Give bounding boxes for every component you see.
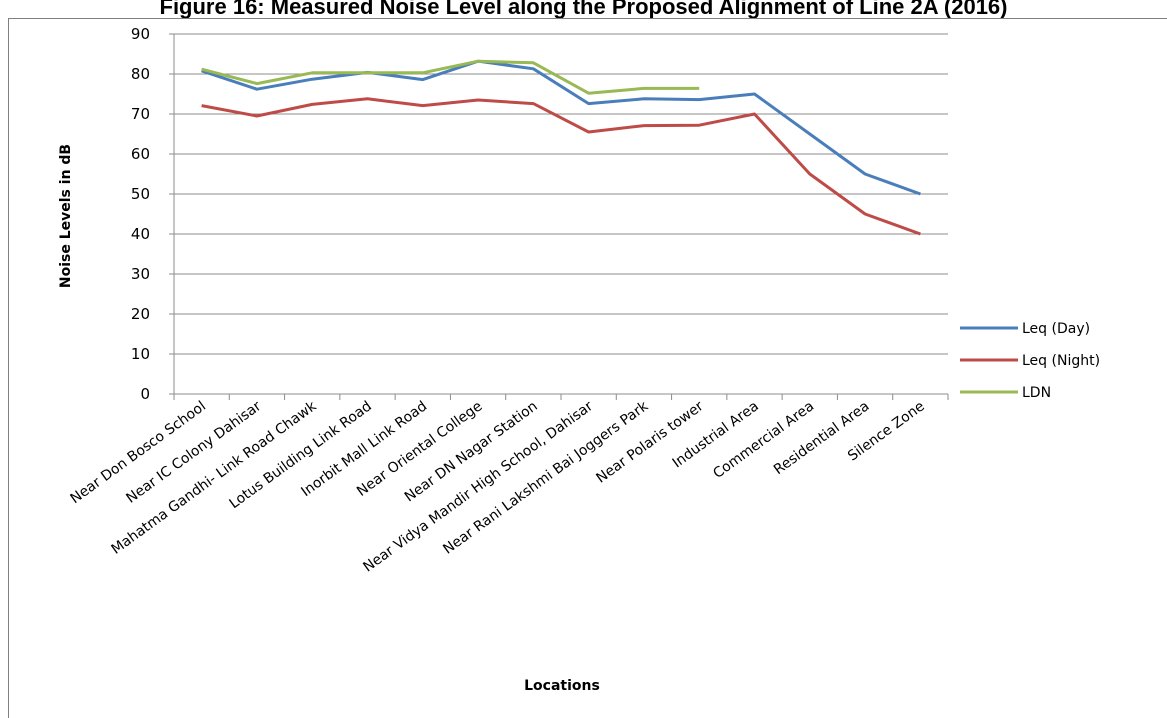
series-lines	[201, 59, 921, 236]
x-category-label: Mahatma Gandhi- Link Road Chawk	[109, 398, 321, 558]
series-line-1	[201, 97, 921, 236]
y-tick-label: 0	[140, 385, 150, 403]
x-category-label: Commercial Area	[710, 398, 817, 482]
y-tick-label: 80	[131, 65, 150, 83]
y-tick-label: 20	[131, 305, 150, 323]
legend-label: LDN	[1022, 385, 1051, 401]
gridlines	[174, 33, 948, 355]
chart-frame	[8, 18, 1167, 718]
series-line-2	[201, 59, 700, 95]
y-tick-label: 90	[131, 25, 150, 43]
x-category-label: Near Rani Lakshmi Bai Joggers Park	[440, 398, 652, 558]
y-tick-label: 40	[131, 225, 150, 243]
x-axis-title: Locations	[524, 678, 600, 694]
legend-label: Leq (Night)	[1022, 353, 1100, 369]
y-axis-title: Noise Levels in dB	[58, 144, 74, 288]
figure-title: Figure 16: Measured Noise Level along th…	[159, 0, 1008, 19]
y-tick-label: 30	[131, 265, 150, 283]
y-tick-label: 70	[131, 105, 150, 123]
y-tick-label: 10	[131, 345, 150, 363]
axes	[169, 33, 949, 400]
y-tick-label: 60	[131, 145, 150, 163]
y-tick-label: 50	[131, 185, 150, 203]
legend: Leq (Day) Leq (Night) LDN	[960, 321, 1100, 401]
y-tick-labels: 0 10 20 30 40 50 60 70 80 90	[131, 25, 150, 403]
series-line-0	[201, 59, 921, 196]
x-category-label: Residential Area	[771, 398, 872, 478]
legend-label: Leq (Day)	[1022, 321, 1090, 337]
